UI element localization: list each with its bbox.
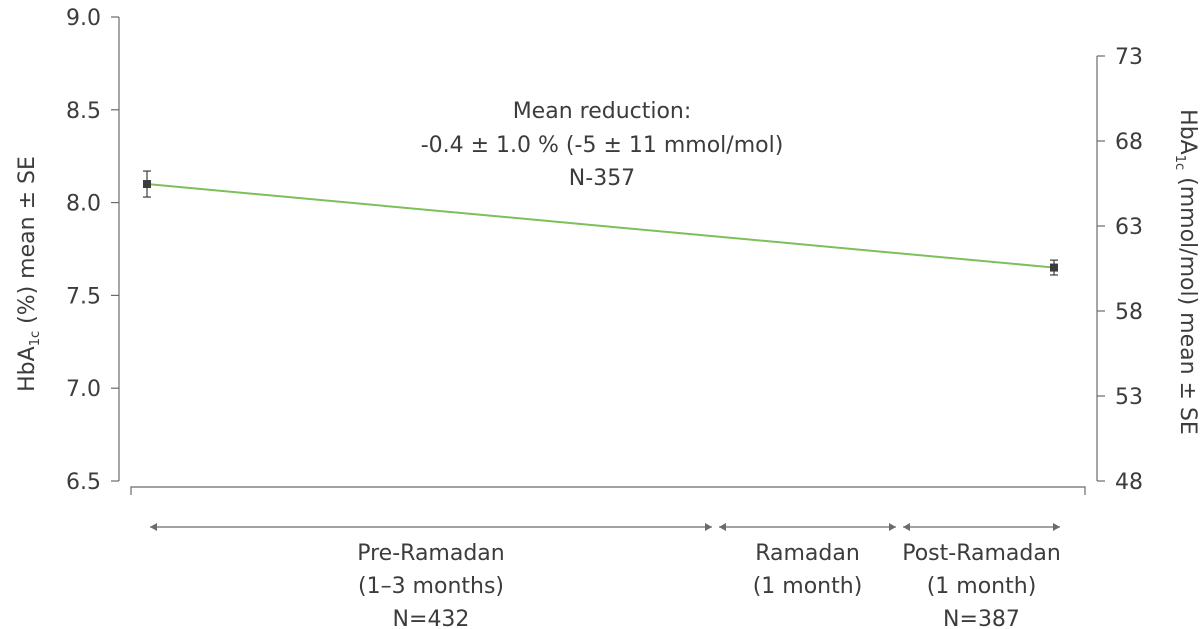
y2-tick-label: 63 <box>1115 215 1143 240</box>
period-label: N=432 <box>393 607 470 629</box>
x-axis-line <box>130 486 1086 495</box>
y-tick-label: 7.0 <box>66 377 101 402</box>
period-bracket: Post-Ramadan (1 month) N=387 <box>902 523 1061 629</box>
y2-tick-label: 68 <box>1115 130 1143 155</box>
arrow-head-right <box>705 523 712 531</box>
y2-tick-label: 73 <box>1115 45 1143 70</box>
y2-tick-label: 58 <box>1115 300 1143 325</box>
right-y-axis: 48 53 58 63 68 73 <box>1096 45 1143 495</box>
y-tick-label: 7.5 <box>66 284 101 309</box>
period-brackets: Pre-Ramadan (1–3 months) N=432 Ramadan (1 mo… <box>150 523 1061 629</box>
y-axis-title: HbA1c (%) mean ± SE <box>15 156 43 392</box>
y-tick-label: 9.0 <box>66 6 101 31</box>
y-tick-label: 6.5 <box>66 470 101 495</box>
period-bracket: Pre-Ramadan (1–3 months) N=432 <box>150 523 712 629</box>
arrow-head-right <box>1053 523 1060 531</box>
period-label: (1 month) <box>753 574 863 599</box>
x-axis <box>130 486 1086 495</box>
annotation-line-3: N-357 <box>569 166 635 191</box>
y-tick-label: 8.5 <box>66 99 101 124</box>
period-label: Ramadan <box>755 541 860 566</box>
arrow-head-right <box>889 523 896 531</box>
period-bracket: Ramadan (1 month) <box>719 523 896 599</box>
annotation-line-1: Mean reduction: <box>513 99 692 124</box>
arrow-head-left <box>903 523 910 531</box>
period-label: Pre-Ramadan <box>357 541 505 566</box>
data-point <box>143 180 151 189</box>
y2-tick-label: 53 <box>1115 385 1143 410</box>
period-label: N=387 <box>943 607 1020 629</box>
annotation-line-2: -0.4 ± 1.0 % (-5 ± 11 mmol/mol) <box>421 133 784 158</box>
y2-axis-title: HbA1c (mmol/mol) mean ± SE <box>1172 109 1200 435</box>
y-tick-label: 8.0 <box>66 192 101 217</box>
period-label: (1 month) <box>927 574 1037 599</box>
period-label: Post-Ramadan <box>902 541 1061 566</box>
y2-tick-label: 48 <box>1115 470 1143 495</box>
y-axis-title-sub: 1c <box>28 331 43 346</box>
arrow-head-left <box>150 523 157 531</box>
period-label: (1–3 months) <box>358 574 504 599</box>
arrow-head-left <box>719 523 726 531</box>
left-y-axis: 6.5 7.0 7.5 8.0 8.5 9.0 <box>66 6 120 495</box>
series-layer <box>143 170 1058 276</box>
data-point <box>1050 263 1058 272</box>
series-line <box>146 183 1055 269</box>
y2-axis-title-sub: 1c <box>1172 155 1187 170</box>
